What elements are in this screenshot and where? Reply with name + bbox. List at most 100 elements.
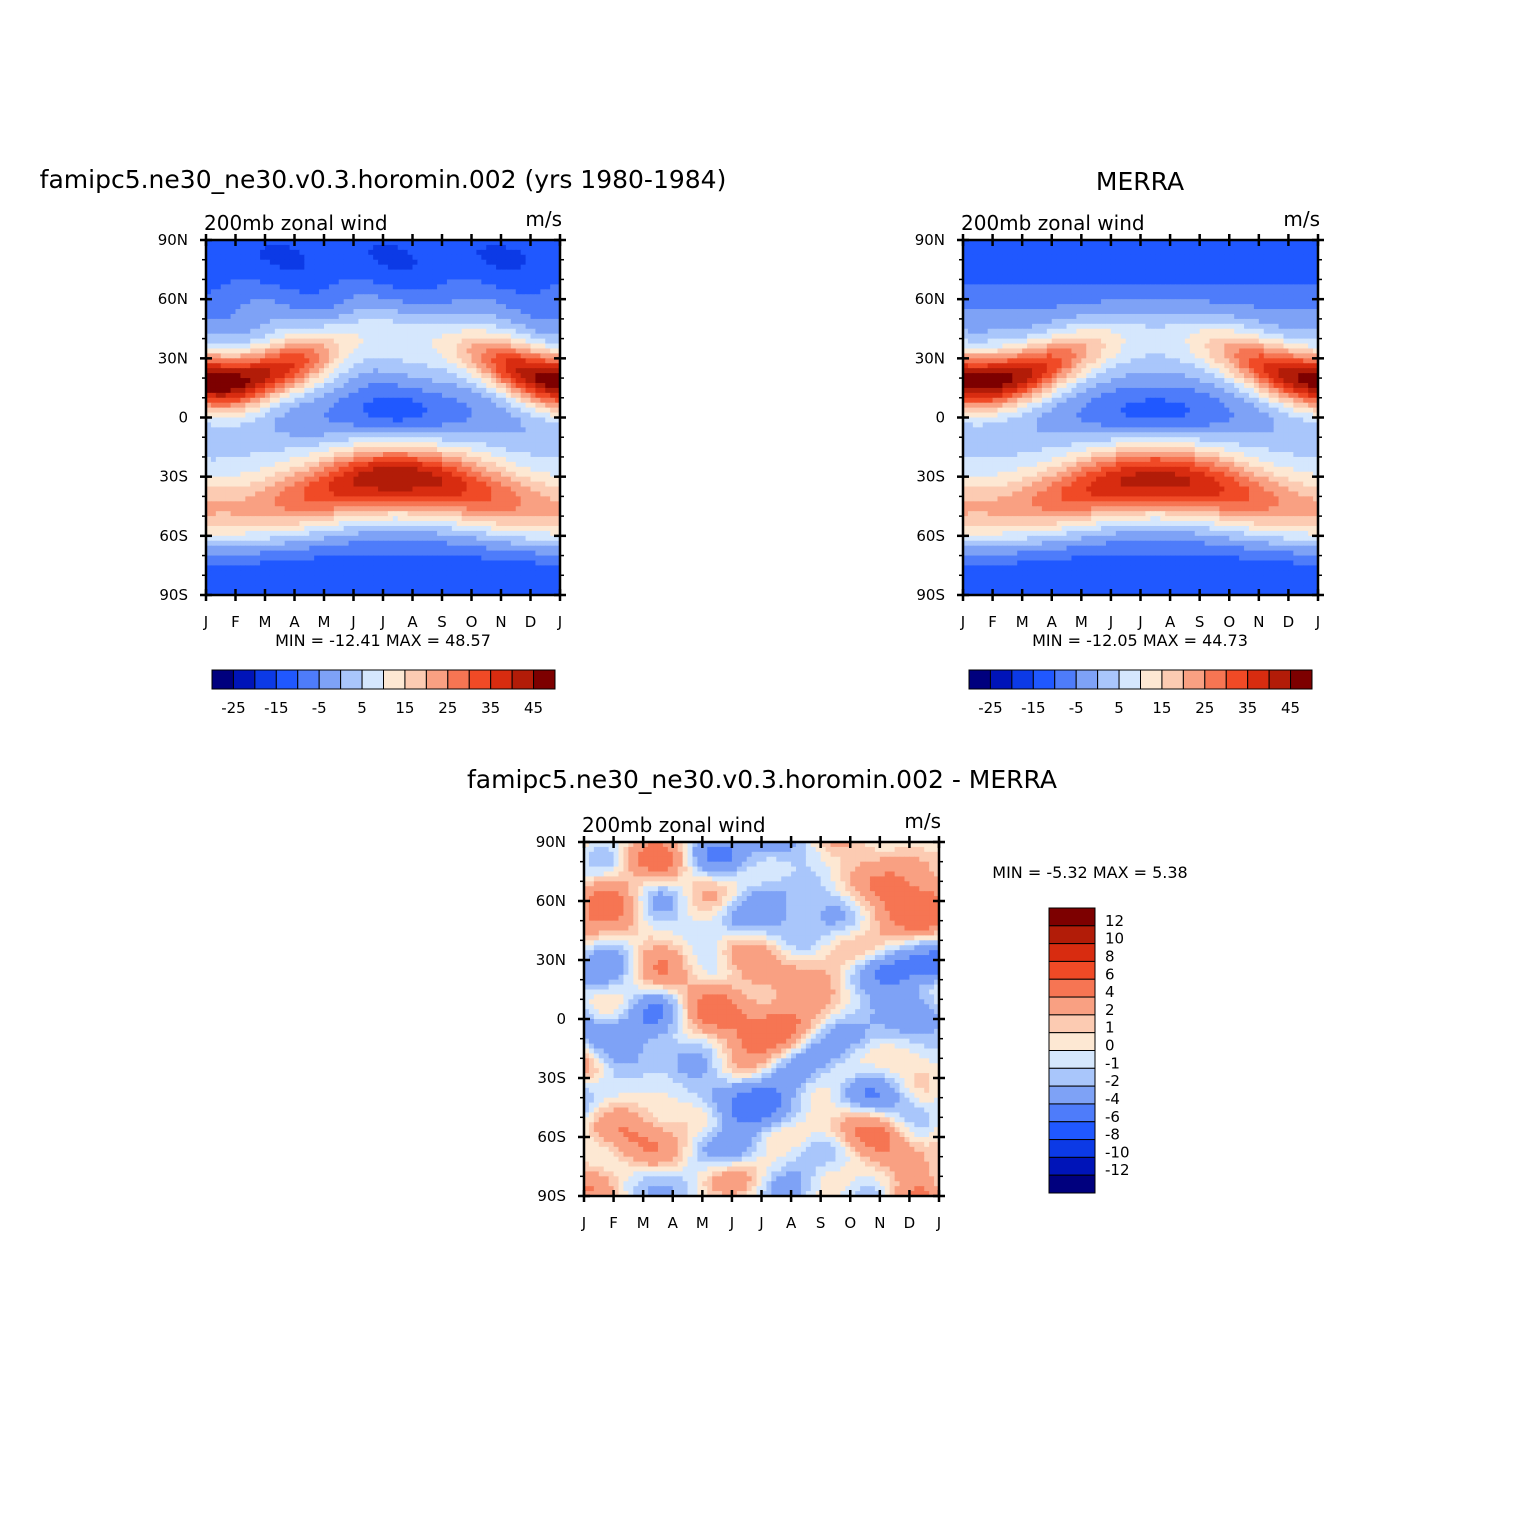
contour-cell	[486, 486, 492, 493]
contour-cell	[378, 545, 384, 552]
contour-cell	[407, 328, 414, 335]
contour-cell	[230, 363, 237, 369]
contour-cell	[515, 476, 522, 483]
contour-cell	[368, 274, 374, 281]
contour-cell	[279, 521, 286, 527]
contour-cell	[461, 274, 468, 281]
contour-cell	[437, 555, 443, 562]
contour-cell	[555, 387, 560, 394]
contour-cell	[466, 407, 473, 414]
contour-cell	[358, 412, 364, 419]
contour-cell	[269, 525, 276, 532]
contour-cell	[471, 560, 478, 567]
contour-cell	[260, 407, 266, 414]
contour-cell	[309, 535, 315, 542]
contour-cell	[215, 348, 222, 354]
contour-cell	[265, 447, 271, 453]
contour-cell	[515, 363, 522, 369]
contour-cell	[530, 318, 537, 325]
contour-cell	[269, 378, 276, 384]
contour-cell	[328, 279, 335, 285]
contour-cell	[304, 447, 310, 453]
contour-cell	[520, 244, 527, 251]
contour-cell	[343, 530, 350, 537]
contour-cell	[240, 476, 246, 483]
contour-cell	[412, 338, 419, 345]
contour-cell	[206, 456, 212, 463]
contour-cell	[210, 264, 217, 271]
contour-cell	[210, 304, 217, 310]
contour-cell	[461, 333, 468, 340]
contour-cell	[427, 373, 433, 379]
contour-cell	[501, 471, 507, 478]
contour-cell	[461, 511, 468, 517]
contour-cell	[432, 471, 438, 478]
contour-cell	[333, 417, 340, 424]
contour-cell	[269, 570, 276, 576]
contour-cell	[378, 525, 384, 532]
contour-cell	[225, 461, 232, 468]
contour-cell	[333, 506, 340, 512]
contour-cell	[456, 378, 463, 384]
contour-cell	[265, 294, 271, 300]
contour-cell	[338, 540, 345, 547]
contour-cell	[476, 535, 482, 542]
contour-cell	[466, 466, 473, 473]
contour-cell	[343, 535, 350, 542]
contour-cell	[491, 294, 497, 300]
contour-cell	[417, 333, 423, 340]
contour-cell	[299, 274, 305, 281]
contour-cell	[510, 318, 517, 325]
contour-cell	[210, 525, 217, 532]
contour-cell	[324, 269, 330, 276]
contour-cell	[225, 481, 232, 488]
contour-cell	[358, 501, 364, 507]
contour-cell	[383, 417, 389, 424]
contour-cell	[417, 254, 423, 261]
contour-cell	[422, 422, 428, 428]
contour-cell	[289, 491, 296, 497]
contour-cell	[225, 348, 232, 354]
contour-cell	[383, 284, 389, 290]
contour-cell	[210, 407, 217, 414]
contour-cell	[245, 392, 251, 399]
contour-cell	[456, 530, 463, 537]
contour-cell	[510, 378, 517, 384]
contour-cell	[324, 338, 330, 345]
contour-cell	[274, 511, 281, 517]
contour-cell	[240, 333, 246, 340]
contour-cell	[289, 471, 296, 478]
contour-cell	[279, 318, 286, 325]
contour-cell	[471, 521, 478, 527]
contour-cell	[260, 333, 266, 340]
contour-cell	[442, 244, 448, 251]
contour-cell	[442, 363, 448, 369]
contour-cell	[545, 387, 551, 394]
contour-cell	[392, 323, 399, 330]
contour-cell	[210, 521, 217, 527]
contour-cell	[397, 491, 404, 497]
contour-cell	[309, 368, 315, 374]
contour-cell	[338, 550, 345, 557]
contour-cell	[481, 466, 487, 473]
contour-cell	[471, 407, 478, 414]
contour-cell	[265, 481, 271, 488]
contour-cell	[515, 545, 522, 552]
contour-cell	[501, 353, 507, 359]
contour-cell	[383, 368, 389, 374]
contour-cell	[319, 338, 325, 345]
contour-cell	[545, 496, 551, 502]
contour-cell	[333, 491, 340, 497]
contour-cell	[550, 560, 556, 567]
contour-cell	[343, 338, 350, 345]
contour-cell	[535, 486, 541, 493]
contour-cell	[319, 259, 325, 266]
contour-cell	[304, 427, 310, 433]
contour-cell	[422, 309, 428, 315]
contour-cell	[432, 348, 438, 354]
contour-cell	[412, 437, 419, 443]
contour-cell	[353, 284, 360, 290]
contour-cell	[304, 240, 310, 246]
contour-cell	[496, 274, 502, 281]
contour-cell	[387, 456, 394, 463]
